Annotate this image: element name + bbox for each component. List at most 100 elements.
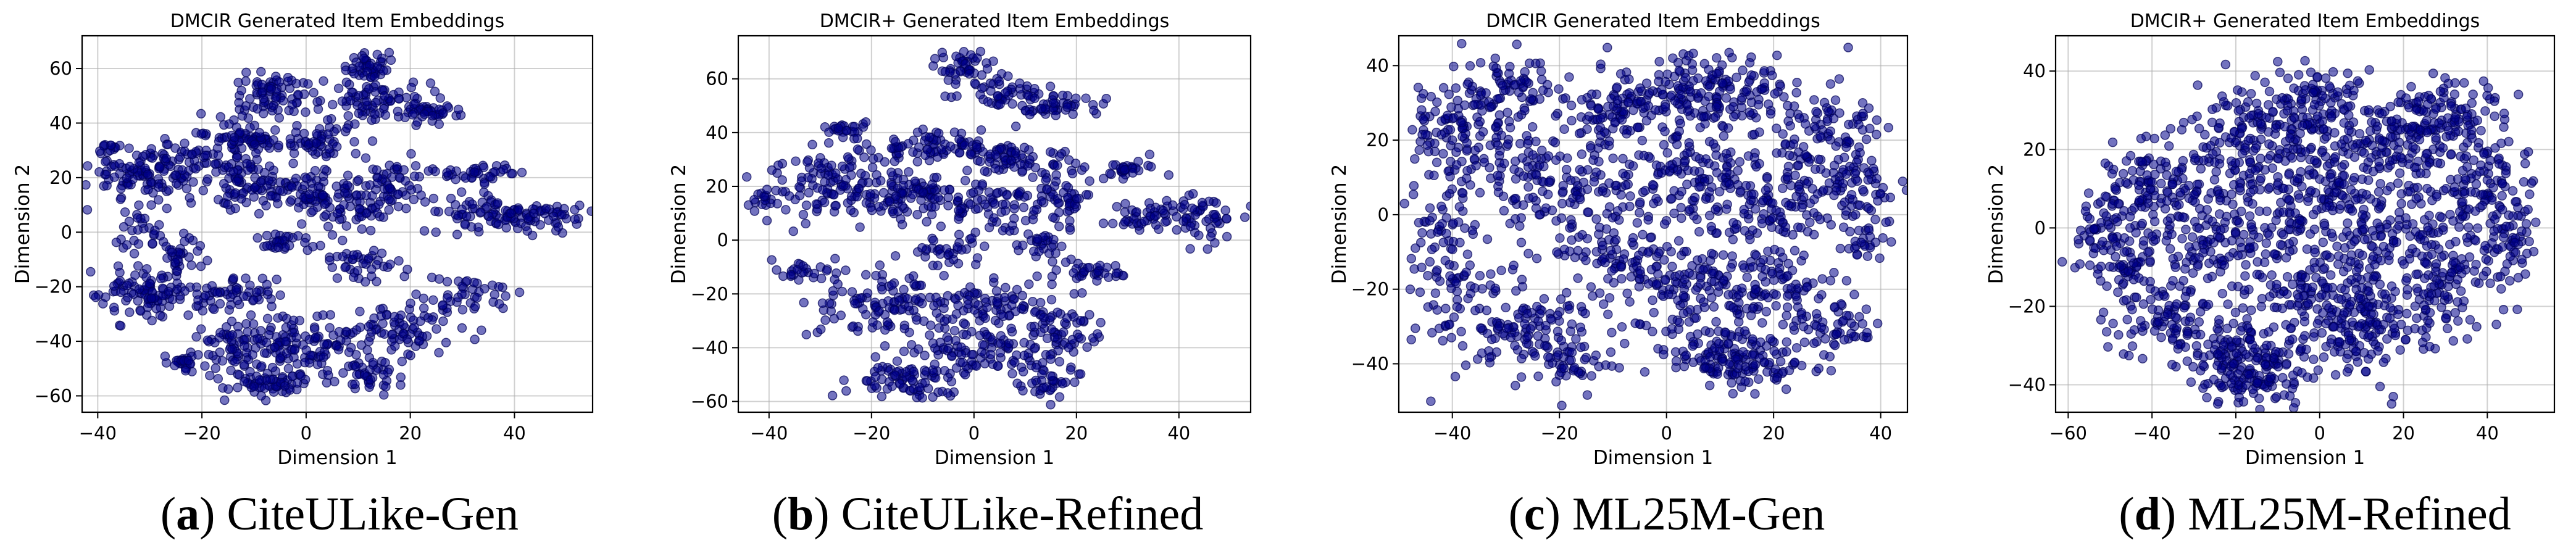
data-point	[932, 172, 942, 183]
data-point	[1811, 309, 1822, 319]
data-point	[339, 200, 349, 210]
data-point	[114, 159, 125, 169]
data-point	[1606, 246, 1616, 255]
data-point	[1084, 262, 1094, 273]
data-point	[1069, 289, 1079, 299]
data-point	[1749, 189, 1759, 199]
data-point	[1069, 268, 1078, 278]
data-point	[362, 96, 372, 107]
data-point	[355, 204, 365, 214]
data-point	[1815, 131, 1825, 141]
data-point	[1632, 218, 1643, 228]
data-point	[1682, 246, 1691, 257]
data-point	[292, 378, 302, 388]
data-point	[1462, 165, 1472, 176]
data-point	[885, 196, 894, 207]
data-point	[1878, 183, 1888, 193]
data-point	[1607, 328, 1617, 338]
data-point	[1031, 362, 1041, 373]
data-point	[1430, 106, 1440, 117]
data-point	[1045, 147, 1056, 157]
data-point	[419, 226, 430, 236]
data-point	[919, 316, 929, 326]
data-point	[146, 293, 157, 304]
data-point	[124, 143, 134, 154]
data-point	[1826, 220, 1836, 230]
data-point	[1517, 354, 1527, 363]
data-point	[941, 244, 951, 254]
data-point	[557, 210, 567, 220]
data-point	[340, 188, 350, 198]
data-point	[1075, 369, 1086, 379]
data-point	[1858, 109, 1868, 118]
data-point	[1061, 257, 1071, 267]
data-point	[925, 132, 935, 143]
data-point	[1222, 214, 1232, 224]
data-point	[1782, 310, 1791, 321]
data-point	[865, 189, 875, 199]
data-point	[338, 368, 348, 378]
data-point	[1743, 151, 1754, 161]
data-point	[148, 238, 157, 249]
data-point	[1081, 93, 1091, 104]
data-point	[221, 322, 231, 332]
data-point	[232, 152, 242, 162]
data-point	[430, 206, 440, 217]
data-point	[1046, 400, 1056, 410]
data-point	[180, 366, 191, 376]
data-point	[1799, 337, 1810, 347]
data-point	[274, 113, 285, 123]
data-point	[1550, 138, 1561, 147]
data-point	[586, 206, 593, 216]
data-point	[1547, 205, 1557, 215]
data-point	[1625, 201, 1635, 212]
data-point	[1030, 93, 1040, 104]
data-point	[283, 72, 293, 83]
data-point	[890, 370, 900, 380]
data-point	[1425, 215, 1435, 226]
data-point	[444, 206, 454, 217]
data-point	[963, 299, 973, 310]
data-point	[364, 253, 373, 263]
data-point	[1620, 180, 1631, 190]
data-point	[1462, 249, 1473, 259]
data-point	[1785, 150, 1794, 160]
data-point	[269, 135, 278, 145]
data-point	[1475, 323, 1486, 333]
data-point	[1475, 271, 1485, 281]
data-point	[1417, 228, 1427, 238]
chart-title: DMCIR+ Generated Item Embeddings	[820, 10, 1170, 32]
data-point	[200, 151, 210, 160]
data-point	[1709, 302, 1719, 312]
data-point	[406, 82, 417, 93]
data-point	[1843, 43, 1853, 52]
data-point	[372, 178, 383, 188]
data-point	[1771, 205, 1781, 216]
data-point	[438, 316, 448, 326]
data-point	[1052, 307, 1062, 317]
data-point	[1783, 271, 1793, 281]
data-point	[936, 222, 946, 231]
data-point	[1782, 347, 1791, 357]
data-point	[1643, 248, 1653, 258]
data-point	[387, 330, 397, 339]
data-point	[264, 175, 274, 186]
data-point	[125, 307, 135, 317]
data-point	[1699, 112, 1709, 122]
data-point	[262, 280, 272, 289]
data-point	[1648, 326, 1657, 337]
data-point	[1594, 157, 1604, 167]
data-point	[236, 194, 246, 204]
data-point	[1709, 139, 1719, 149]
data-point	[1067, 168, 1078, 179]
data-point	[862, 376, 872, 386]
data-point	[1001, 199, 1011, 209]
data-point	[934, 323, 944, 333]
data-point	[1540, 341, 1550, 351]
data-point	[1426, 396, 1436, 406]
data-point	[1769, 346, 1779, 356]
data-point	[982, 302, 992, 313]
data-point	[1543, 352, 1553, 362]
y-tick-label: −40	[691, 337, 728, 358]
data-point	[1594, 362, 1604, 371]
